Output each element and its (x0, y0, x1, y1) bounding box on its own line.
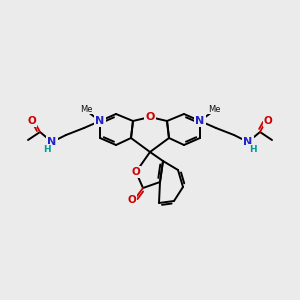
Text: O: O (28, 116, 36, 126)
Text: O: O (264, 116, 272, 126)
Text: Me: Me (80, 104, 92, 113)
Text: N: N (243, 137, 253, 147)
Text: O: O (128, 195, 136, 205)
Text: H: H (249, 145, 257, 154)
Text: H: H (43, 145, 51, 154)
Text: N: N (47, 137, 57, 147)
Text: N: N (95, 116, 105, 126)
Text: O: O (132, 167, 140, 177)
Text: O: O (145, 112, 155, 122)
Text: N: N (195, 116, 205, 126)
Text: Me: Me (208, 104, 220, 113)
